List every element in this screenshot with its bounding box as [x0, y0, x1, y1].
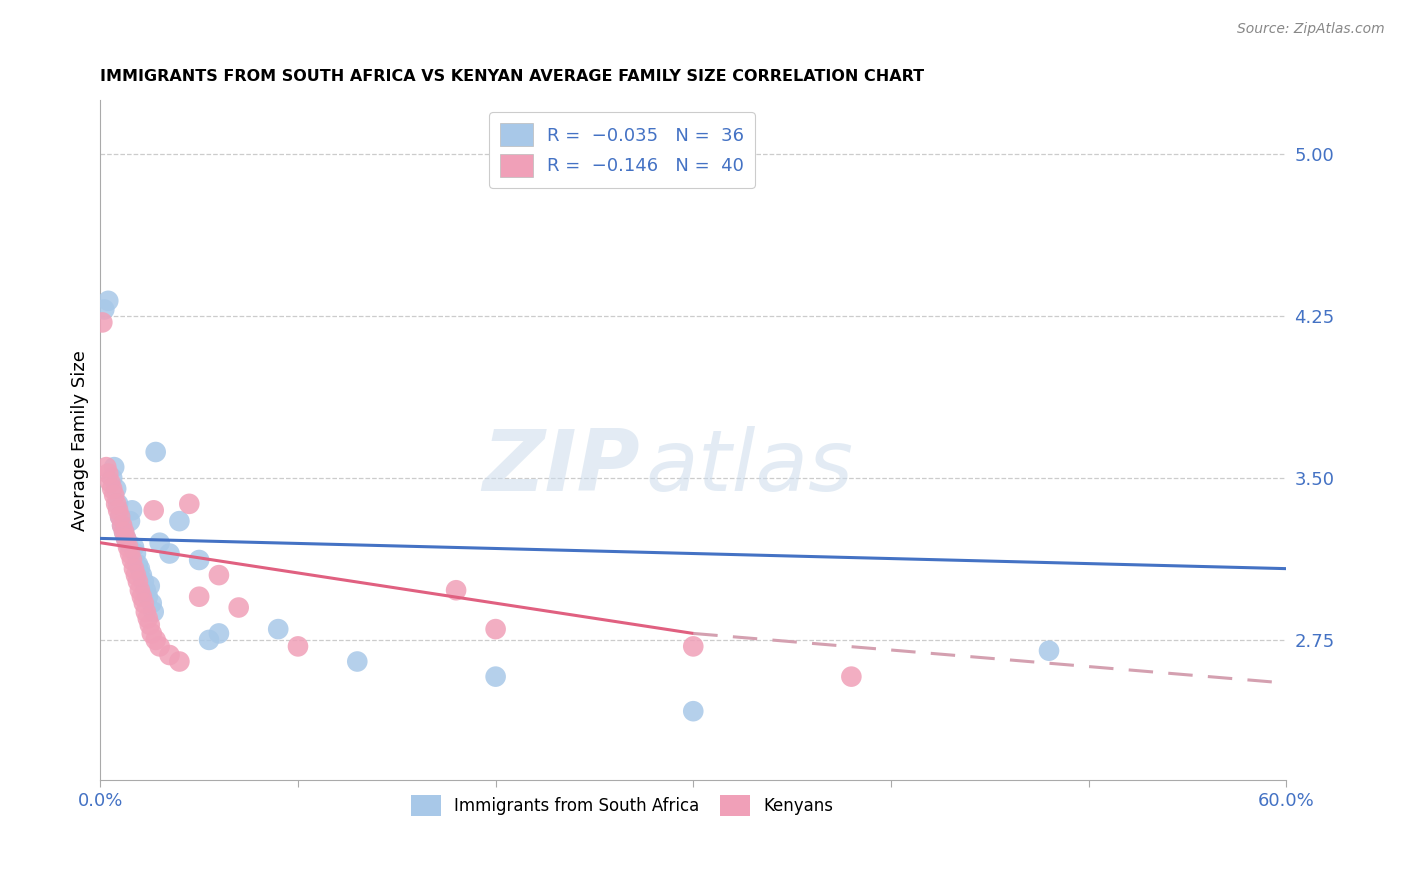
- Point: [149, 535, 172, 549]
- Point: [485, 622, 508, 636]
- Point: [128, 561, 150, 575]
- Point: [128, 583, 150, 598]
- Point: [179, 497, 201, 511]
- Point: [267, 622, 290, 636]
- Point: [1038, 643, 1060, 657]
- Point: [142, 605, 165, 619]
- Point: [111, 518, 134, 533]
- Legend: Immigrants from South Africa, Kenyans: Immigrants from South Africa, Kenyans: [405, 789, 839, 823]
- Text: IMMIGRANTS FROM SOUTH AFRICA VS KENYAN AVERAGE FAMILY SIZE CORRELATION CHART: IMMIGRANTS FROM SOUTH AFRICA VS KENYAN A…: [100, 69, 925, 84]
- Point: [208, 626, 231, 640]
- Point: [141, 626, 163, 640]
- Point: [131, 590, 153, 604]
- Point: [136, 590, 159, 604]
- Text: atlas: atlas: [645, 425, 853, 508]
- Point: [169, 514, 191, 528]
- Point: [125, 547, 148, 561]
- Point: [159, 648, 181, 662]
- Point: [101, 482, 124, 496]
- Point: [131, 568, 153, 582]
- Point: [103, 488, 125, 502]
- Point: [132, 574, 155, 589]
- Point: [97, 467, 120, 481]
- Point: [98, 475, 121, 490]
- Point: [149, 640, 172, 654]
- Point: [127, 558, 149, 572]
- Point: [139, 579, 162, 593]
- Point: [112, 524, 135, 539]
- Point: [105, 497, 128, 511]
- Point: [169, 655, 191, 669]
- Point: [112, 524, 135, 539]
- Point: [91, 315, 114, 329]
- Point: [145, 632, 167, 647]
- Point: [122, 561, 145, 575]
- Point: [188, 553, 211, 567]
- Point: [136, 611, 159, 625]
- Point: [108, 509, 131, 524]
- Point: [228, 600, 250, 615]
- Point: [841, 670, 863, 684]
- Point: [485, 670, 508, 684]
- Point: [132, 596, 155, 610]
- Point: [287, 640, 309, 654]
- Point: [118, 514, 141, 528]
- Point: [208, 568, 231, 582]
- Point: [159, 547, 181, 561]
- Point: [115, 532, 138, 546]
- Point: [97, 293, 120, 308]
- Point: [107, 503, 129, 517]
- Point: [105, 482, 128, 496]
- Point: [117, 540, 139, 554]
- Text: ZIP: ZIP: [482, 425, 640, 508]
- Point: [135, 583, 157, 598]
- Point: [117, 535, 139, 549]
- Point: [142, 503, 165, 517]
- Point: [101, 471, 124, 485]
- Point: [111, 518, 134, 533]
- Point: [108, 509, 131, 524]
- Point: [346, 655, 368, 669]
- Point: [139, 617, 162, 632]
- Point: [118, 547, 141, 561]
- Point: [93, 302, 115, 317]
- Point: [122, 540, 145, 554]
- Y-axis label: Average Family Size: Average Family Size: [72, 350, 89, 531]
- Point: [145, 445, 167, 459]
- Point: [444, 583, 467, 598]
- Point: [135, 605, 157, 619]
- Point: [121, 553, 143, 567]
- Point: [682, 640, 704, 654]
- Point: [121, 503, 143, 517]
- Point: [188, 590, 211, 604]
- Point: [125, 568, 148, 582]
- Point: [127, 574, 149, 589]
- Point: [96, 460, 118, 475]
- Point: [107, 497, 129, 511]
- Point: [682, 704, 704, 718]
- Point: [115, 532, 138, 546]
- Point: [103, 460, 125, 475]
- Text: Source: ZipAtlas.com: Source: ZipAtlas.com: [1237, 22, 1385, 37]
- Point: [141, 596, 163, 610]
- Point: [198, 632, 221, 647]
